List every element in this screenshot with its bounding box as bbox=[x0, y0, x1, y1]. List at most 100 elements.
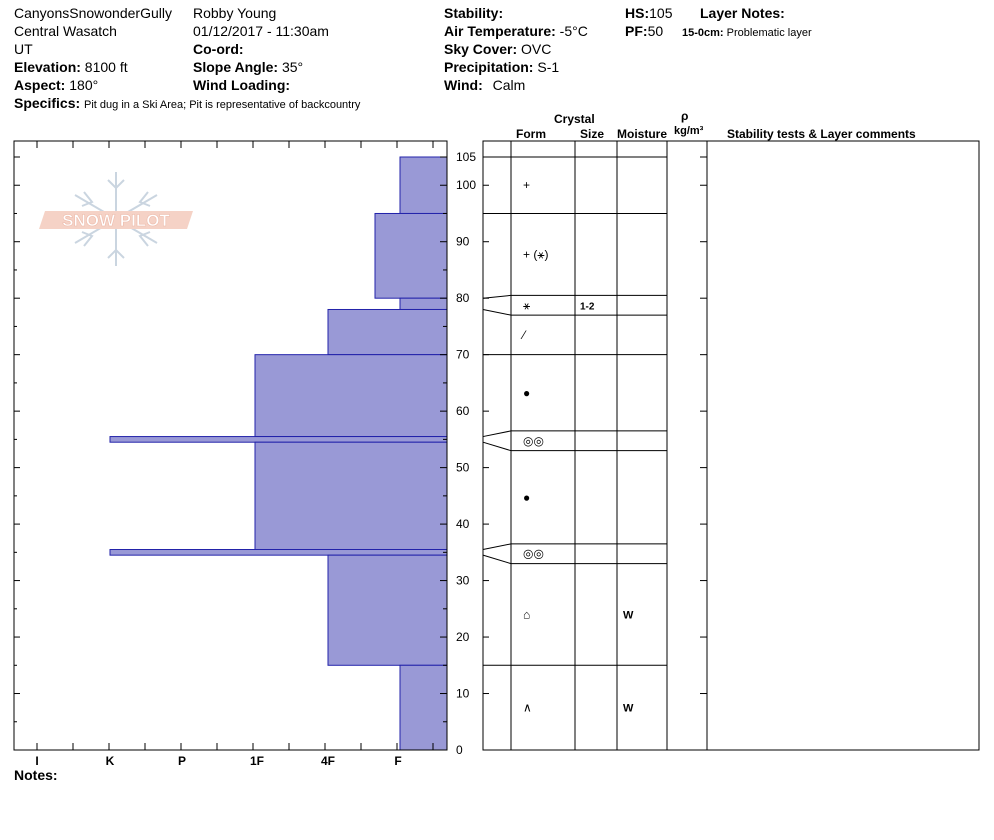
pf: PF:50 bbox=[625, 23, 663, 39]
moisture-value: W bbox=[623, 609, 634, 621]
hardness-label: P bbox=[178, 754, 186, 768]
layer-connector bbox=[482, 543, 512, 550]
hardness-label: I bbox=[35, 754, 38, 768]
depth-tick-label: 90 bbox=[456, 235, 470, 249]
depth-tick-label: 20 bbox=[456, 630, 470, 644]
layer-note-text: Problematic layer bbox=[726, 27, 812, 39]
hardness-label: 1F bbox=[250, 754, 264, 768]
stability: Stability: bbox=[444, 5, 503, 21]
hs-label: HS: bbox=[625, 5, 650, 21]
layer-note-range: 15-0cm: bbox=[682, 27, 724, 39]
air-temperature: Air Temperature: -5°C bbox=[444, 23, 588, 39]
aspect: Aspect: 180° bbox=[14, 77, 98, 93]
aspect-value: 180° bbox=[69, 77, 99, 93]
layer-table-frame bbox=[482, 140, 980, 751]
layer-connector bbox=[482, 308, 512, 316]
slope-angle: Slope Angle: 35° bbox=[193, 59, 303, 75]
grain-form: ◎◎ bbox=[523, 547, 544, 561]
slope-label: Slope Angle: bbox=[193, 59, 279, 75]
depth-tick-label: 60 bbox=[456, 404, 470, 418]
specifics-value: Pit dug in a Ski Area; Pit is representa… bbox=[84, 99, 361, 111]
hardness-bar bbox=[399, 156, 448, 214]
pf-value: 50 bbox=[647, 23, 664, 39]
moisture-value: W bbox=[623, 703, 634, 715]
coord-label: Co-ord: bbox=[193, 41, 244, 57]
grain-form: ∧ bbox=[523, 701, 532, 715]
layer-note: 15-0cm: Problematic layer bbox=[682, 25, 812, 41]
depth-tick-label: 70 bbox=[456, 348, 470, 362]
grain-form: + bbox=[523, 178, 530, 192]
grain-form: ● bbox=[523, 490, 530, 504]
grain-size: 1-2 bbox=[580, 301, 595, 312]
header-moisture: Moisture bbox=[617, 127, 668, 141]
air-temp-value: -5°C bbox=[559, 23, 588, 39]
hardness-bar bbox=[399, 664, 448, 751]
depth-tick-label: 100 bbox=[456, 178, 476, 192]
hardness-bar bbox=[327, 554, 448, 666]
stability-label: Stability: bbox=[444, 5, 504, 21]
layer-connector bbox=[482, 441, 512, 452]
hardness-bar bbox=[109, 549, 448, 556]
header-size: Size bbox=[580, 127, 605, 141]
sky-value: OVC bbox=[521, 41, 552, 57]
logo-banner bbox=[39, 211, 193, 229]
range-name: Central Wasatch bbox=[14, 23, 117, 39]
header-density-unit: kg/m³ bbox=[674, 125, 704, 137]
layer-notes-label: Layer Notes: bbox=[700, 5, 785, 21]
hardness-bar bbox=[254, 441, 448, 551]
header-form: Form bbox=[516, 127, 546, 141]
wind: Wind: Calm bbox=[444, 77, 525, 93]
sky-cover: Sky Cover: OVC bbox=[444, 41, 551, 57]
precip-label: Precipitation: bbox=[444, 59, 534, 75]
hardness-plot-frame bbox=[13, 140, 448, 751]
elevation: Elevation: 8100 ft bbox=[14, 59, 128, 75]
grain-form: ◎◎ bbox=[523, 434, 544, 448]
specifics-label: Specifics: bbox=[14, 95, 81, 111]
hardness-bar bbox=[327, 308, 448, 356]
slope-value: 35° bbox=[281, 59, 304, 75]
sky-label: Sky Cover: bbox=[444, 41, 518, 57]
logo-text: SNOW PILOT bbox=[62, 211, 170, 230]
hs: HS:105 bbox=[625, 5, 672, 21]
depth-tick-label: 30 bbox=[456, 574, 470, 588]
grain-form: ● bbox=[523, 386, 530, 400]
depth-tick-label: 0 bbox=[456, 743, 463, 757]
layer-connector bbox=[482, 294, 512, 299]
hardness-label: 4F bbox=[321, 754, 335, 768]
header-rho: ρ bbox=[681, 109, 689, 123]
header-crystal: Crystal bbox=[554, 112, 595, 126]
site-name: CanyonsSnowonderGully bbox=[14, 5, 172, 21]
state-name: UT bbox=[14, 41, 33, 57]
depth-tick-label: 40 bbox=[456, 517, 470, 531]
wind-value: Calm bbox=[492, 77, 526, 93]
hardness-bar bbox=[109, 436, 448, 443]
observer: Robby Young bbox=[193, 5, 277, 21]
hardness-bar bbox=[399, 297, 448, 310]
precipitation: Precipitation: S-1 bbox=[444, 59, 559, 75]
wind-label: Wind: bbox=[444, 77, 483, 93]
grain-form: + (⚹) bbox=[523, 247, 549, 261]
elevation-label: Elevation: bbox=[14, 59, 81, 75]
hs-value: 105 bbox=[649, 5, 673, 21]
header-comments: Stability tests & Layer comments bbox=[727, 127, 916, 141]
datetime: 01/12/2017 - 11:30am bbox=[193, 23, 329, 39]
elevation-value: 8100 ft bbox=[84, 59, 128, 75]
precip-value: S-1 bbox=[537, 59, 560, 75]
depth-tick-label: 80 bbox=[456, 291, 470, 305]
layer-connector bbox=[482, 430, 512, 438]
hardness-label: F bbox=[394, 754, 401, 768]
air-temp-label: Air Temperature: bbox=[444, 23, 556, 39]
coord: Co-ord: bbox=[193, 41, 244, 57]
grain-form: ⁄ bbox=[520, 328, 527, 342]
snowpilot-logo: SNOW PILOT bbox=[39, 172, 193, 266]
specifics: Specifics: Pit dug in a Ski Area; Pit is… bbox=[14, 95, 360, 113]
aspect-label: Aspect: bbox=[14, 77, 66, 93]
layer-notes: Layer Notes: bbox=[700, 5, 785, 21]
pf-label: PF: bbox=[625, 23, 648, 39]
depth-tick-label: 50 bbox=[456, 461, 470, 475]
grain-form: ⌂ bbox=[523, 607, 530, 621]
hardness-bar bbox=[254, 354, 448, 438]
depth-tick-label: 10 bbox=[456, 687, 470, 701]
hardness-bar bbox=[374, 212, 448, 299]
